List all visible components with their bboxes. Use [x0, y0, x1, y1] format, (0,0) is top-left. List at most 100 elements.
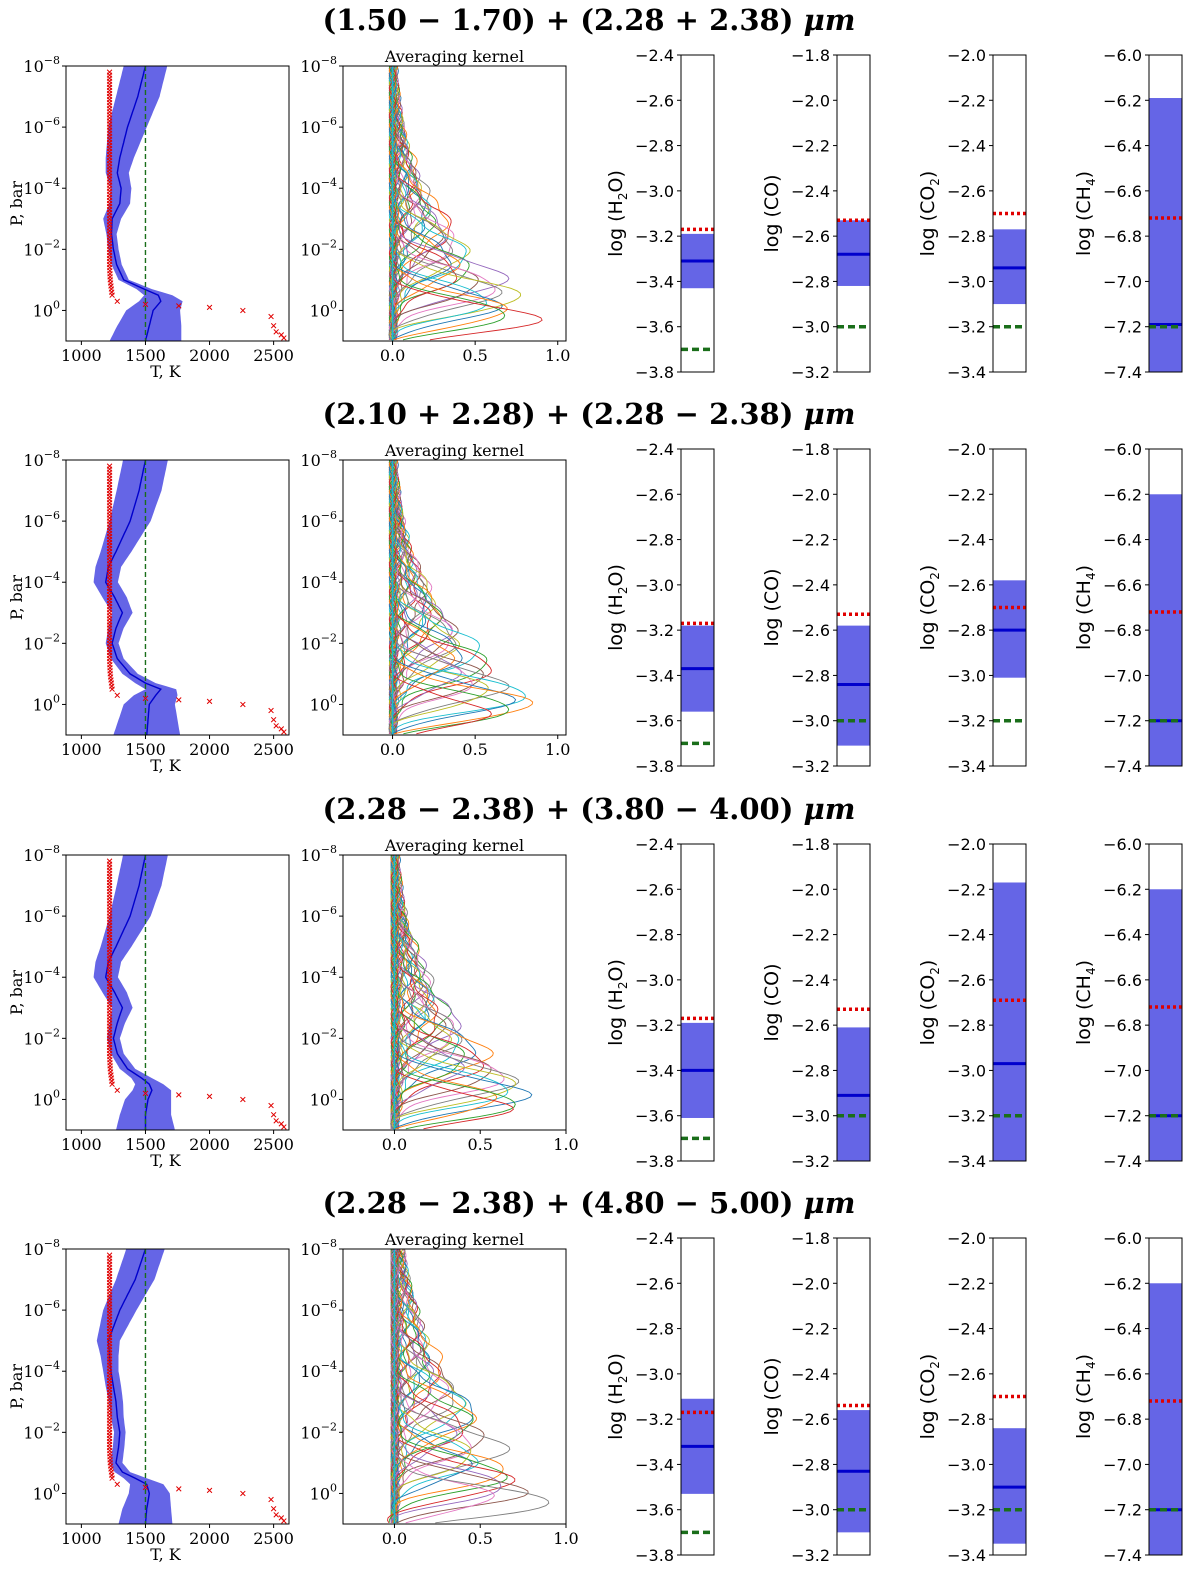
true-marker [273, 723, 279, 729]
ak-title: Averaging kernel [384, 1230, 524, 1249]
tp-plot-area [96, 1249, 287, 1524]
y-axis-label: log (CH4) [1073, 1354, 1098, 1439]
abundance-axes-frame [992, 1237, 1027, 1556]
retrieved-profile-line [104, 855, 153, 1130]
y-axis-label: P, bar [7, 575, 26, 620]
y-tick-label: −3.0 [635, 182, 674, 201]
y-axis-label: log (CH4) [1073, 171, 1098, 256]
y-tick-label: −3.6 [635, 318, 674, 337]
true-marker [268, 1102, 274, 1109]
y-tick-label: 10−8 [300, 54, 337, 76]
x-tick-label: 2500 [253, 346, 294, 365]
y-tick-label: 100 [310, 298, 337, 320]
true-marker [109, 1475, 115, 1481]
y-tick-label: −6.2 [1103, 485, 1142, 504]
y-tick-label: 10−4 [23, 570, 60, 592]
averaging-kernel-panel: 0.0 0.5 1.0 10−8 10−6 10−4 10−2 100 Averaging ke… [300, 441, 570, 759]
y-tick-label: −3.0 [947, 1455, 986, 1474]
abundance-axes-frame [836, 1237, 871, 1556]
true-marker [206, 1487, 213, 1494]
y-tick-label: −3.2 [635, 227, 674, 246]
y-tick-label: 100 [310, 1087, 337, 1109]
kernel-curve [390, 1249, 529, 1524]
y-tick-label: −3.4 [947, 1546, 986, 1565]
x-axis-label: T, K [150, 1151, 181, 1170]
y-axis-label: log (H2O) [605, 959, 630, 1046]
y-tick-label: −3.2 [947, 712, 986, 731]
y-tick-label: −7.0 [1103, 1061, 1142, 1080]
y-tick-label: −2.0 [791, 91, 830, 110]
y-axis-label: P, bar [7, 1364, 26, 1409]
y-tick-label: 10−6 [300, 509, 337, 531]
ak-plot-area [388, 66, 543, 341]
y-tick-label: −2.2 [791, 137, 830, 156]
x-tick-label: 0.0 [382, 1135, 407, 1154]
x-tick-label: 0.0 [380, 346, 405, 365]
y-tick-label: −3.2 [947, 318, 986, 337]
y-tick-label: −2.6 [791, 1016, 830, 1035]
y-tick-label: −2.6 [635, 880, 674, 899]
y-tick-label: 100 [33, 1481, 60, 1503]
y-tick-label: −7.4 [1103, 757, 1142, 776]
y-tick-label: −2.4 [791, 1365, 830, 1384]
kernel-curve [388, 66, 506, 341]
uncertainty-band [96, 1249, 173, 1524]
y-tick-label: −7.0 [1103, 666, 1142, 685]
x-tick-label: 1.0 [545, 740, 570, 759]
y-tick-label: 10−8 [300, 843, 337, 865]
y-tick-label: −2.8 [947, 621, 986, 640]
true-marker [142, 1484, 149, 1491]
y-tick-label: −2.4 [635, 1229, 674, 1248]
y-tick-label: −3.0 [791, 318, 830, 337]
tp-plot-area [93, 855, 287, 1130]
y-tick-label: −3.6 [635, 1501, 674, 1520]
y-tick-label: −2.2 [947, 1274, 986, 1293]
true-marker [114, 692, 121, 699]
true-marker [268, 1496, 274, 1503]
y-tick-label: −6.8 [1103, 227, 1142, 246]
abundance-panel-ch4: −7.4 −7.2 −7.0 −6.8 −6.6 −6.4 −6.2 −6.0 log (CH4… [1073, 46, 1183, 382]
x-tick-label: 2000 [189, 1135, 230, 1154]
y-tick-label: −1.8 [791, 835, 830, 854]
y-tick-label: −3.8 [635, 363, 674, 382]
kernel-curve [388, 66, 487, 340]
y-tick-label: −3.2 [791, 757, 830, 776]
abundance-panel-co2: −3.4 −3.2 −3.0 −2.8 −2.6 −2.4 −2.2 −2.0 log (CO2… [917, 46, 1027, 382]
y-tick-label: −2.8 [791, 272, 830, 291]
y-tick-label: −6.6 [1103, 971, 1142, 990]
y-tick-label: 100 [33, 692, 60, 714]
tp-plot-area [103, 66, 287, 341]
y-axis-label: log (CO2) [917, 171, 942, 257]
abundance-axes-frame [836, 54, 871, 373]
y-axis-label: log (H2O) [605, 564, 630, 651]
x-tick-label: 1500 [125, 740, 166, 759]
y-tick-label: −2.0 [791, 880, 830, 899]
kernel-curve [390, 1249, 550, 1524]
x-axis-label: T, K [150, 756, 181, 775]
y-tick-label: −3.0 [947, 666, 986, 685]
abundance-axes-frame [1148, 448, 1183, 767]
true-marker [206, 698, 213, 705]
abundance-axes-frame [1148, 1237, 1183, 1556]
y-tick-label: 10−6 [23, 1298, 60, 1320]
abundance-panel-co: −3.2 −3.0 −2.8 −2.6 −2.4 −2.2 −2.0 −1.8 log (CO) [761, 440, 871, 776]
y-tick-label: −2.8 [947, 1016, 986, 1035]
ak-title: Averaging kernel [384, 47, 524, 66]
abundance-axes-frame [992, 448, 1027, 767]
averaging-kernel-panel: 0.0 0.5 1.0 10−8 10−6 10−4 10−2 100 Averaging ke… [300, 1230, 578, 1548]
y-tick-label: −6.2 [1103, 1274, 1142, 1293]
true-marker [109, 292, 115, 298]
kernel-curve [388, 460, 517, 735]
true-marker [176, 1486, 182, 1492]
true-profile-markers [106, 858, 287, 1130]
abundance-panel-co: −3.2 −3.0 −2.8 −2.6 −2.4 −2.2 −2.0 −1.8 log (CO) [761, 1229, 871, 1565]
y-tick-label: −2.2 [791, 926, 830, 945]
abundance-axes-frame [836, 843, 871, 1162]
x-tick-label: 1000 [61, 1529, 102, 1548]
y-tick-label: −3.4 [947, 363, 986, 382]
abundance-axes-frame [1148, 54, 1183, 373]
y-tick-label: −7.0 [1103, 1455, 1142, 1474]
x-tick-label: 1000 [61, 740, 102, 759]
y-tick-label: −2.6 [635, 1274, 674, 1293]
